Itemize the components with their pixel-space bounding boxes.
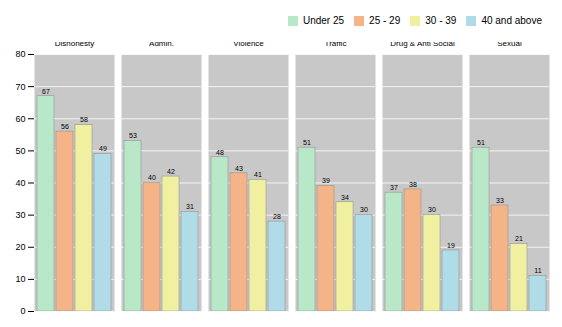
svg-text:30: 30 — [15, 210, 25, 220]
svg-text:38: 38 — [409, 181, 417, 188]
svg-text:43: 43 — [235, 165, 243, 172]
svg-text:39: 39 — [322, 177, 330, 184]
svg-text:49: 49 — [99, 145, 107, 152]
svg-text:67: 67 — [42, 88, 50, 95]
svg-text:Dishonesty: Dishonesty — [55, 42, 95, 48]
svg-text:30: 30 — [360, 206, 368, 213]
html-text:25 - 29: 25 - 29 — [369, 15, 401, 26]
svg-text:50: 50 — [15, 146, 25, 156]
svg-text:20: 20 — [15, 242, 25, 252]
svg-text:51: 51 — [303, 139, 311, 146]
svg-text:40: 40 — [15, 178, 25, 188]
svg-text:40: 40 — [148, 174, 156, 181]
svg-text:Sexual: Sexual — [497, 42, 522, 48]
svg-text:34: 34 — [341, 194, 349, 201]
svg-text:28: 28 — [273, 213, 281, 220]
svg-text:70: 70 — [15, 82, 25, 92]
svg-text:51: 51 — [477, 139, 485, 146]
svg-text:41: 41 — [254, 171, 262, 178]
svg-text:Traffic: Traffic — [325, 42, 347, 48]
svg-text:42: 42 — [167, 168, 175, 175]
svg-text:Violence: Violence — [233, 42, 264, 48]
svg-text:10: 10 — [15, 274, 25, 284]
html-text:Under 25: Under 25 — [303, 15, 345, 26]
html-text:40 and above: 40 and above — [481, 15, 542, 26]
svg-text:11: 11 — [534, 267, 541, 274]
svg-text:53: 53 — [129, 132, 137, 139]
svg-text:Drug & Anti Social: Drug & Anti Social — [390, 42, 455, 48]
svg-text:80: 80 — [15, 49, 25, 59]
svg-text:Admin.: Admin. — [149, 42, 174, 48]
html-text:30 - 39: 30 - 39 — [425, 15, 457, 26]
svg-text:31: 31 — [186, 203, 194, 210]
svg-text:60: 60 — [15, 114, 25, 124]
svg-text:33: 33 — [496, 197, 504, 204]
svg-text:30: 30 — [428, 206, 436, 213]
svg-text:0: 0 — [20, 306, 25, 316]
svg-text:21: 21 — [515, 235, 523, 242]
svg-text:58: 58 — [80, 116, 88, 123]
svg-text:19: 19 — [447, 242, 455, 249]
svg-text:37: 37 — [390, 184, 398, 191]
svg-text:56: 56 — [61, 123, 69, 130]
svg-text:48: 48 — [216, 149, 224, 156]
